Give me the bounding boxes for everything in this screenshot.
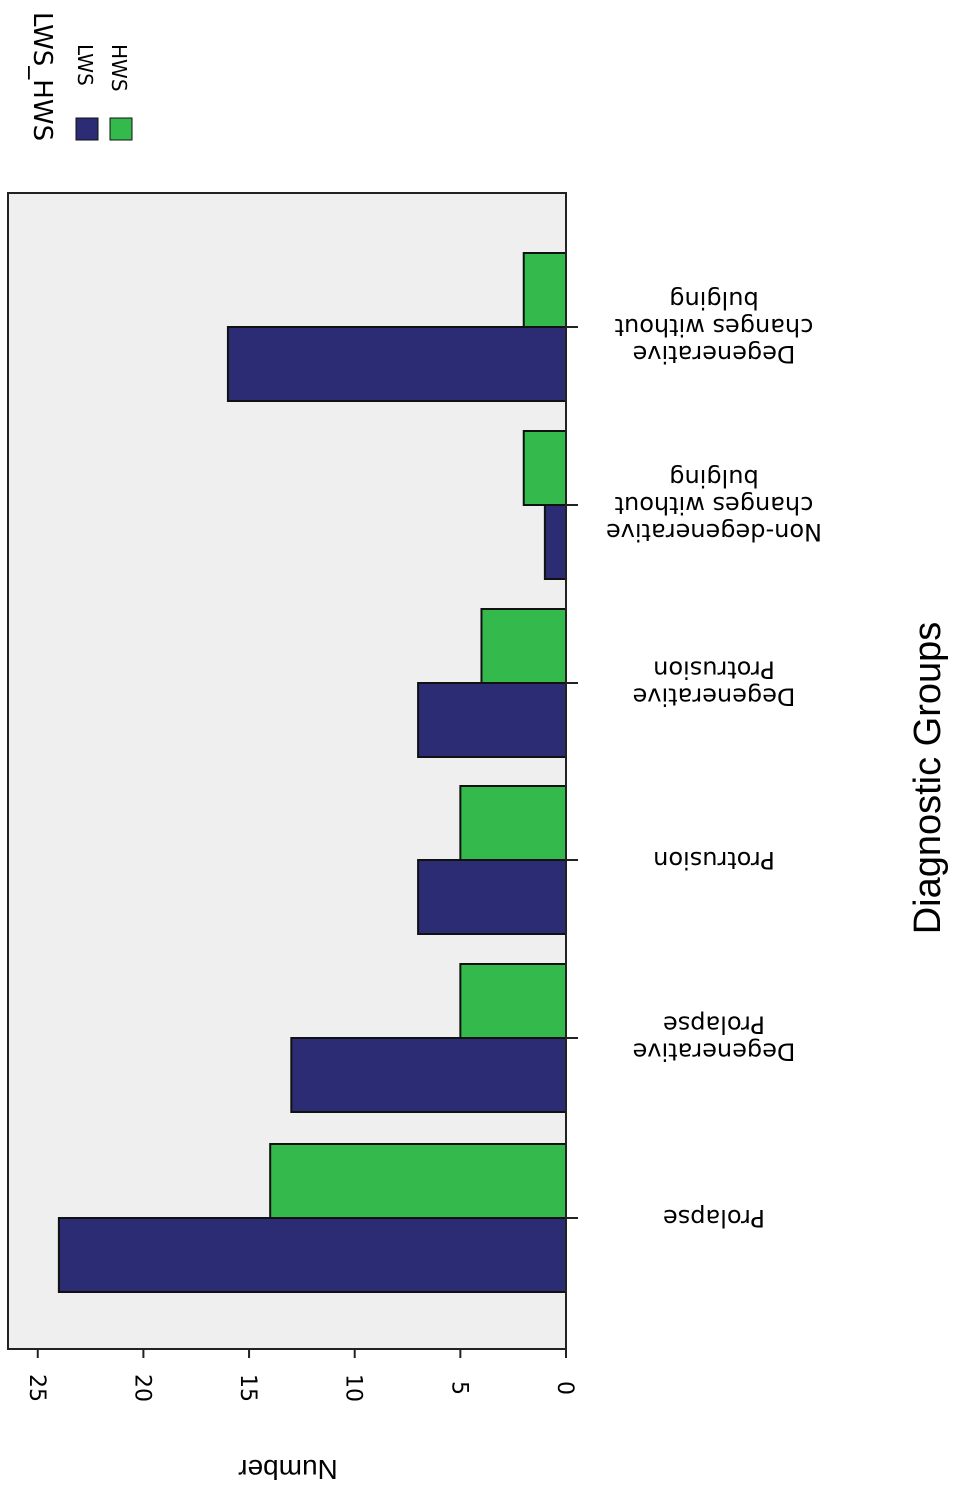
category-axis: ProlapseDegenerativeProlapseProtrusionDe… (566, 286, 822, 1232)
category-label-line: bulging (669, 286, 758, 314)
category-label-line: Protrusion (653, 656, 775, 684)
bar-hws-1 (269, 1143, 567, 1219)
bar-hws-2 (459, 963, 568, 1039)
value-tick-label: 15 (235, 1374, 260, 1402)
bars-group (57, 252, 568, 1293)
bar-lws-5 (543, 504, 567, 580)
value-tick-label: 20 (129, 1374, 154, 1402)
category-label-line: Prolapse (663, 1011, 765, 1039)
y-axis-title: Number (238, 1454, 338, 1485)
bar-lws-3 (417, 859, 567, 935)
bar-hws-5 (522, 430, 567, 506)
category-label-line: Prolapse (663, 1204, 765, 1232)
value-axis: 0 5 10 15 20 25 (24, 193, 577, 1402)
legend-swatch-hws (109, 117, 133, 141)
legend-swatch-lws (75, 117, 99, 141)
bar-lws-1 (57, 1217, 567, 1293)
x-axis-title: Diagnostic Groups (907, 622, 949, 935)
legend-label-lws: LWS (73, 44, 97, 86)
value-tick-label: 0 (552, 1381, 577, 1395)
category-label-line: changes without (615, 491, 814, 519)
bar-hws-6 (522, 252, 567, 328)
category-label: Protrusion (653, 846, 775, 874)
bar-hws-4 (480, 608, 568, 684)
category-label-line: Non-degenerative (606, 518, 822, 546)
category-label: Prolapse (663, 1204, 765, 1232)
bar-hws-3 (459, 785, 568, 861)
value-tick-label: 5 (446, 1381, 471, 1395)
bar-lws-4 (417, 682, 567, 758)
category-label-line: changes without (615, 313, 814, 341)
value-tick-label: 10 (341, 1374, 366, 1402)
legend: LWS_HWS LWS HWS (27, 12, 133, 141)
category-label-line: bulging (669, 464, 758, 492)
category-label-line: Protrusion (653, 846, 775, 874)
bar-lws-6 (226, 326, 567, 402)
category-label-line: Degenerative (633, 683, 796, 711)
bar-lws-2 (290, 1037, 567, 1113)
category-label-line: Degenerative (633, 1038, 796, 1066)
legend-label-hws: HWS (107, 44, 131, 92)
value-tick-label: 25 (24, 1374, 49, 1402)
category-label-line: Degenerative (633, 340, 796, 368)
legend-title: LWS_HWS (27, 12, 57, 141)
